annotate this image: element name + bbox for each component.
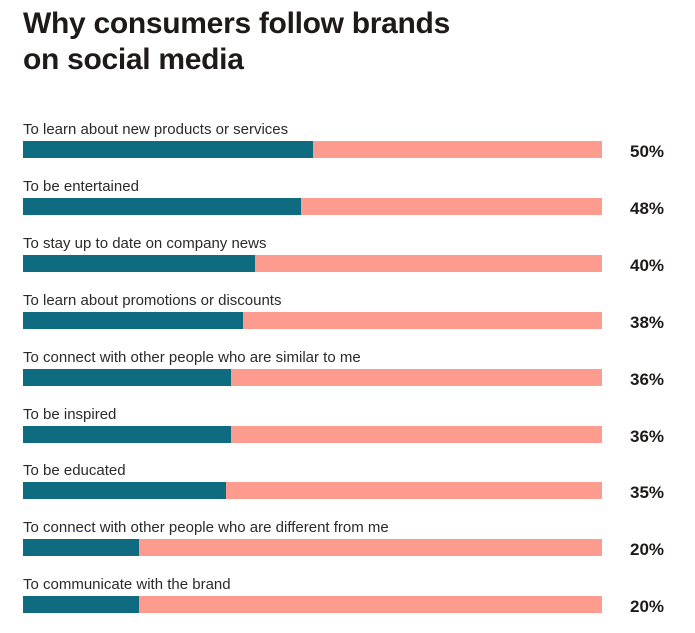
bar-row: To stay up to date on company news 40%: [0, 235, 695, 292]
bar-row: To be educated 35%: [0, 462, 695, 519]
bar: [23, 482, 226, 500]
value-label: 36%: [630, 369, 665, 389]
value-label: 20%: [630, 540, 665, 560]
bar: [23, 254, 255, 272]
bar-row: To connect with other people who are sim…: [0, 349, 695, 406]
bar: [23, 425, 232, 443]
bar: [23, 368, 232, 386]
bar: [23, 197, 301, 215]
bar-track: [23, 368, 602, 386]
bar: [23, 311, 244, 329]
bar-track: [23, 539, 602, 557]
bar-row: To learn about new products or services …: [0, 121, 695, 178]
value-label: 35%: [630, 483, 665, 503]
category-label: To be entertained: [23, 177, 139, 195]
category-label: To be educated: [23, 462, 126, 480]
bar-track: [23, 425, 602, 443]
category-label: To communicate with the brand: [23, 576, 231, 594]
category-label: To be inspired: [23, 405, 117, 423]
value-label: 50%: [630, 142, 665, 161]
value-label: 48%: [630, 198, 665, 218]
bar-track: [23, 482, 602, 500]
bar-row: To communicate with the brand 20%: [0, 576, 695, 633]
value-label: 38%: [630, 312, 665, 332]
title-line-2: on social media: [23, 43, 244, 76]
value-label: 40%: [630, 255, 665, 275]
category-label: To stay up to date on company news: [23, 234, 267, 252]
bar-row: To learn about promotions or discounts 3…: [0, 292, 695, 349]
bar-row: To be inspired 36%: [0, 406, 695, 463]
bar: [23, 596, 139, 614]
bar-track: [23, 141, 602, 158]
value-label: 20%: [630, 597, 665, 617]
category-label: To learn about promotions or discounts: [23, 291, 282, 309]
bar-track: [23, 596, 602, 614]
category-label: To connect with other people who are dif…: [23, 519, 389, 537]
title-line-1: Why consumers follow brands: [23, 7, 450, 40]
chart-title: Why consumers follow brands on social me…: [23, 6, 450, 78]
bar-track: [23, 197, 602, 215]
bar-track: [23, 311, 602, 329]
bar-row: To connect with other people who are dif…: [0, 519, 695, 576]
value-label: 36%: [630, 426, 665, 446]
bar: [23, 141, 313, 158]
bar: [23, 539, 139, 557]
category-label: To learn about new products or services: [23, 121, 289, 138]
category-label: To connect with other people who are sim…: [23, 348, 361, 366]
bar-row: To be entertained 48%: [0, 178, 695, 235]
bar-track: [23, 254, 602, 272]
